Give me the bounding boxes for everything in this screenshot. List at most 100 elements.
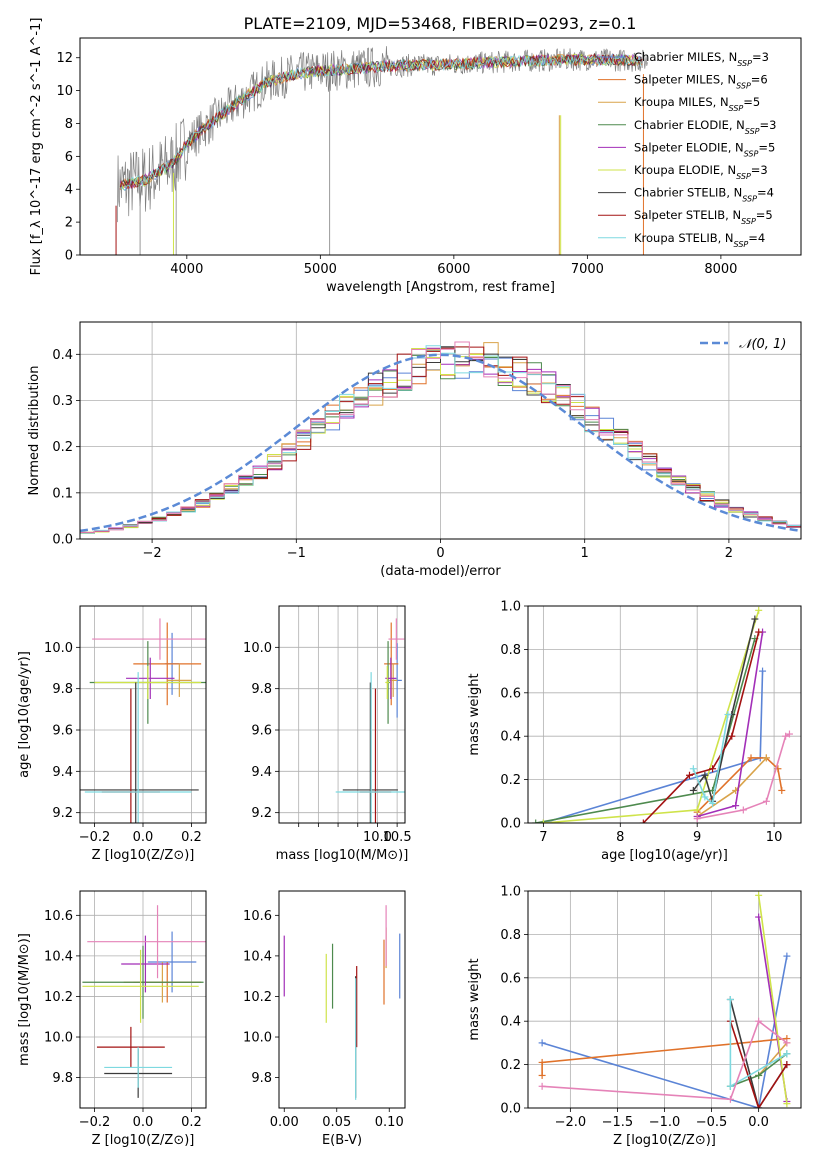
model-line: [119, 53, 642, 191]
x-axis-label: E(B-V): [322, 1133, 362, 1148]
y-axis-label: mass weight: [467, 673, 482, 755]
y-tick-label: 6: [65, 150, 73, 165]
x-axis-label: mass [log10(M/M⊙)]: [276, 848, 409, 863]
y-tick-label: 9.4: [251, 765, 272, 780]
mass-weight-line: [729, 1020, 788, 1108]
x-axis-label: age [log10(age/yr)]: [601, 848, 728, 863]
y-tick-label: 0.6: [500, 971, 521, 986]
legend-label: Chabrier MILES, NSSP=3: [634, 50, 769, 68]
x-axis-label: (data-model)/error: [380, 564, 501, 579]
axes-frame: [527, 890, 802, 1109]
y-tick-label: 9.8: [52, 1071, 73, 1086]
mass-weight-line: [692, 714, 729, 805]
y-axis-label: age [log10(age/yr)]: [17, 651, 32, 778]
axes-frame: [79, 321, 802, 540]
mass-weight-line: [543, 671, 764, 823]
legend-label: Chabrier ELODIE, NSSP=3: [634, 118, 776, 136]
histogram-step: [80, 341, 801, 539]
legend-label: Salpeter ELODIE, NSSP=5: [634, 140, 775, 158]
mass-vs-z-panel: −0.2 0.0 0.2 9.8 10.0 10.2 10.4 10.6 Z [log10(Z/…: [17, 890, 207, 1148]
x-tick-label: 4000: [170, 262, 203, 277]
x-tick-label: 0.00: [270, 1115, 299, 1130]
y-tick-label: 0.2: [500, 1058, 521, 1073]
y-tick-label: 9.8: [52, 682, 73, 697]
y-axis-label: mass weight: [467, 958, 482, 1040]
y-tick-label: 4: [65, 183, 73, 198]
model-line: [119, 53, 643, 190]
plot-area: [283, 905, 401, 1100]
axes-frame: [79, 890, 207, 1109]
y-tick-label: 10.2: [243, 990, 272, 1005]
y-tick-label: 0.2: [52, 440, 73, 455]
y-tick-label: 10.0: [44, 641, 73, 656]
legend-label: Salpeter MILES, NSSP=6: [634, 73, 768, 91]
y-tick-label: 9.4: [52, 765, 73, 780]
y-tick-label: 10.0: [243, 1031, 272, 1046]
x-tick-label: −2.0: [555, 1115, 587, 1130]
figure-title: PLATE=2109, MJD=53468, FIBERID=0293, z=0…: [244, 14, 637, 33]
axes-frame: [527, 605, 802, 824]
spectrum-panel: 4000 5000 6000 7000 8000 0 2 4 6 8 10 12 wavelength …: [29, 18, 802, 295]
plot-area: [80, 322, 801, 539]
y-tick-label: 0.6: [500, 686, 521, 701]
mass-weight-line: [697, 733, 790, 820]
y-tick-label: 0.0: [52, 533, 73, 548]
y-tick-label: 0.2: [500, 773, 521, 788]
y-tick-label: 0.4: [500, 1015, 521, 1030]
legend-label: Kroupa ELODIE, NSSP=3: [634, 163, 768, 181]
x-tick-label: −1.5: [602, 1115, 634, 1130]
x-tick-label: −2: [143, 546, 162, 561]
y-tick-label: 9.2: [251, 806, 272, 821]
y-tick-label: 9.2: [52, 806, 73, 821]
y-tick-label: 10.6: [243, 909, 272, 924]
x-tick-label: 1: [581, 546, 589, 561]
x-axis-label: Z [log10(Z/Z⊙)]: [613, 1133, 716, 1148]
x-tick-label: 0.0: [133, 830, 154, 845]
y-tick-label: 0: [65, 249, 73, 264]
x-tick-label: 0: [436, 546, 444, 561]
y-tick-label: 0.0: [500, 817, 521, 832]
y-tick-label: 10.2: [44, 990, 73, 1005]
y-tick-label: 10: [56, 84, 73, 99]
x-tick-label: 7: [539, 830, 547, 845]
model-line: [119, 54, 642, 191]
plot-area: [528, 891, 801, 1108]
y-tick-label: 1.0: [500, 885, 521, 900]
mass-weight-line: [642, 631, 760, 823]
axes-frame: [79, 605, 207, 824]
legend-label: 𝒩(0, 1): [739, 337, 786, 352]
y-tick-label: 9.6: [52, 724, 73, 739]
y-tick-label: 10.4: [44, 949, 73, 964]
x-tick-label: 10: [766, 830, 783, 845]
axes-frame: [278, 605, 406, 824]
x-tick-label: −1.0: [649, 1115, 681, 1130]
x-tick-label: −1: [287, 546, 306, 561]
mass-weight-line: [692, 618, 756, 802]
y-axis-label: Normed distribution: [27, 366, 42, 496]
y-tick-label: 8: [65, 117, 73, 132]
mass-weight-line: [542, 1019, 788, 1101]
data-spectrum: [117, 46, 648, 223]
y-tick-label: 0.4: [52, 348, 73, 363]
mass-weight-line: [541, 955, 788, 1108]
legend-label: Salpeter STELIB, NSSP=5: [634, 208, 773, 226]
plot-area: [279, 606, 405, 823]
x-tick-label: −0.2: [79, 1115, 111, 1130]
y-tick-label: 0.3: [52, 394, 73, 409]
y-tick-label: 0.4: [500, 730, 521, 745]
y-tick-label: 9.8: [251, 1071, 272, 1086]
y-tick-label: 9.6: [251, 724, 272, 739]
y-tick-label: 1.0: [500, 600, 521, 615]
y-axis-label: Flux [f_λ 10^-17 erg cm^-2 s^-1 A^-1]: [29, 18, 44, 276]
x-tick-label: 0.2: [181, 1115, 202, 1130]
x-axis-label: Z [log10(Z/Z⊙)]: [92, 848, 195, 863]
y-axis-label: mass [log10(M/M⊙)]: [17, 933, 32, 1066]
mass-weight-line: [758, 1042, 788, 1076]
y-tick-label: 12: [56, 51, 73, 66]
x-axis-label: Z [log10(Z/Z⊙)]: [92, 1133, 195, 1148]
mass-weight-vs-age-panel: 7 8 9 10 0.0 0.2 0.4 0.6 0.8 1.0 age [log10(age/yr…: [467, 600, 802, 863]
spectrum-legend: Chabrier MILES, NSSP=3 Salpeter MILES, NS…: [598, 50, 776, 248]
y-tick-label: 0.0: [500, 1102, 521, 1117]
plot-area: [115, 46, 648, 255]
legend-label: Chabrier STELIB, NSSP=4: [634, 186, 774, 204]
